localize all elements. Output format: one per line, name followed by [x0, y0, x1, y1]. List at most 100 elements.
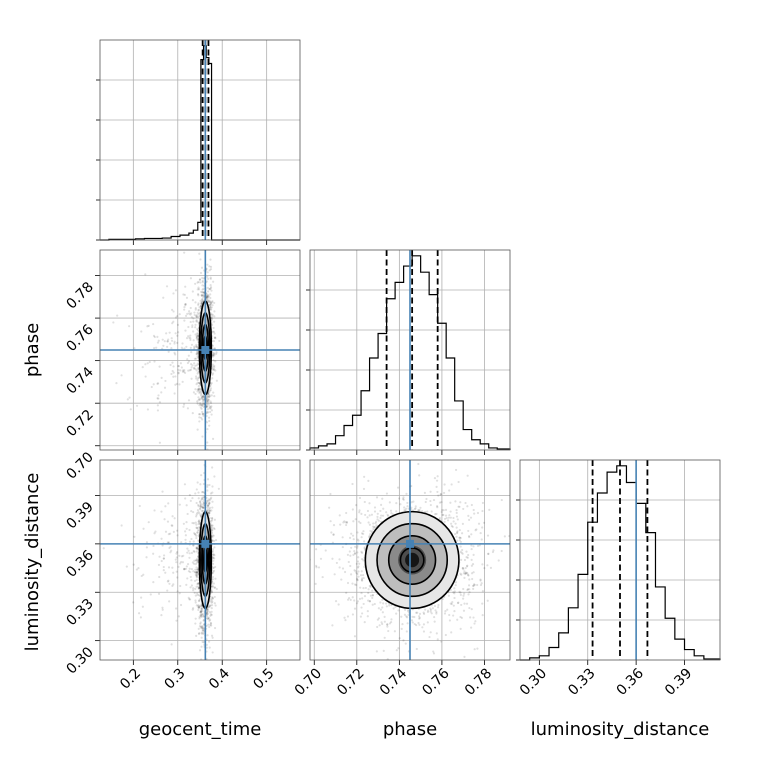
sample-point	[436, 505, 439, 508]
sample-point	[201, 291, 205, 294]
sample-point	[206, 398, 209, 401]
sample-point	[174, 383, 177, 386]
sample-point	[215, 587, 218, 591]
sample-point	[189, 313, 192, 316]
sample-point	[429, 499, 432, 503]
sample-point	[191, 299, 195, 302]
sample-point	[196, 570, 199, 574]
sample-point	[174, 316, 178, 319]
sample-point	[345, 523, 348, 527]
sample-point	[200, 293, 203, 296]
sample-point	[211, 578, 214, 581]
sample-point	[195, 357, 198, 360]
sample-point	[209, 387, 213, 390]
sample-point	[132, 563, 135, 566]
sample-point	[164, 571, 167, 574]
sample-point	[383, 636, 386, 639]
sample-point	[201, 396, 204, 399]
sample-point	[480, 538, 483, 541]
sample-point	[357, 575, 360, 578]
sample-point	[202, 413, 205, 416]
sample-point	[462, 594, 465, 597]
sample-point	[196, 336, 199, 339]
sample-point	[187, 399, 191, 402]
sample-point	[135, 568, 138, 571]
sample-point	[214, 577, 217, 580]
sample-point	[486, 564, 489, 567]
sample-point	[210, 517, 214, 520]
sample-point	[207, 398, 210, 401]
sample-point	[195, 352, 198, 356]
sample-point	[213, 310, 216, 313]
sample-point	[182, 554, 185, 557]
sample-point	[210, 520, 213, 523]
sample-point	[196, 605, 200, 608]
sample-point	[472, 616, 475, 619]
sample-point	[205, 611, 209, 614]
sample-point	[454, 584, 457, 587]
sample-point	[195, 315, 199, 319]
sample-point	[200, 614, 203, 618]
sample-point	[398, 497, 401, 500]
sample-point	[196, 332, 199, 335]
sample-point	[207, 503, 210, 506]
sample-point	[140, 574, 143, 578]
sample-point	[196, 567, 200, 570]
sample-point	[453, 592, 456, 595]
sample-point	[210, 394, 213, 397]
sample-point	[192, 607, 195, 610]
sample-point	[413, 622, 416, 626]
sample-point	[196, 400, 199, 403]
sample-point	[163, 518, 166, 521]
sample-point	[165, 332, 168, 335]
sample-point	[475, 528, 478, 531]
sample-point	[358, 597, 362, 600]
sample-point	[195, 320, 198, 323]
sample-point	[435, 612, 438, 615]
sample-point	[183, 319, 186, 322]
density-content	[310, 462, 510, 660]
sample-point	[348, 536, 352, 539]
sample-point	[418, 474, 421, 477]
sample-point	[459, 572, 462, 575]
sample-point	[196, 355, 199, 358]
sample-point	[433, 477, 437, 480]
sample-point	[195, 570, 198, 574]
sample-point	[386, 623, 389, 626]
sample-point	[356, 544, 359, 548]
sample-point	[329, 520, 332, 523]
sample-point	[198, 278, 202, 281]
sample-point	[210, 598, 213, 601]
sample-point	[433, 620, 436, 623]
sample-point	[472, 571, 475, 574]
sample-point	[199, 281, 202, 284]
sample-point	[184, 534, 187, 537]
sample-point	[387, 629, 390, 633]
sample-point	[351, 613, 354, 616]
sample-point	[211, 540, 214, 543]
sample-point	[356, 546, 359, 549]
sample-point	[208, 508, 211, 511]
sample-point	[199, 622, 202, 625]
sample-point	[432, 652, 436, 655]
sample-point	[212, 391, 215, 394]
sample-point	[416, 611, 419, 614]
sample-point	[404, 507, 408, 510]
sample-point	[209, 286, 213, 289]
sample-point	[164, 530, 168, 533]
sample-point	[428, 635, 431, 639]
sample-point	[185, 296, 189, 299]
sample-point	[195, 314, 199, 317]
sample-point	[200, 509, 204, 513]
sample-point	[192, 570, 195, 573]
sample-point	[356, 566, 360, 569]
sample-point	[129, 408, 132, 411]
sample-point	[198, 605, 201, 608]
sample-point	[208, 605, 211, 609]
sample-point	[211, 344, 214, 347]
sample-point	[462, 507, 465, 511]
sample-point	[188, 540, 192, 543]
sample-point	[198, 598, 201, 601]
sample-point	[206, 396, 209, 399]
sample-point	[436, 490, 439, 494]
